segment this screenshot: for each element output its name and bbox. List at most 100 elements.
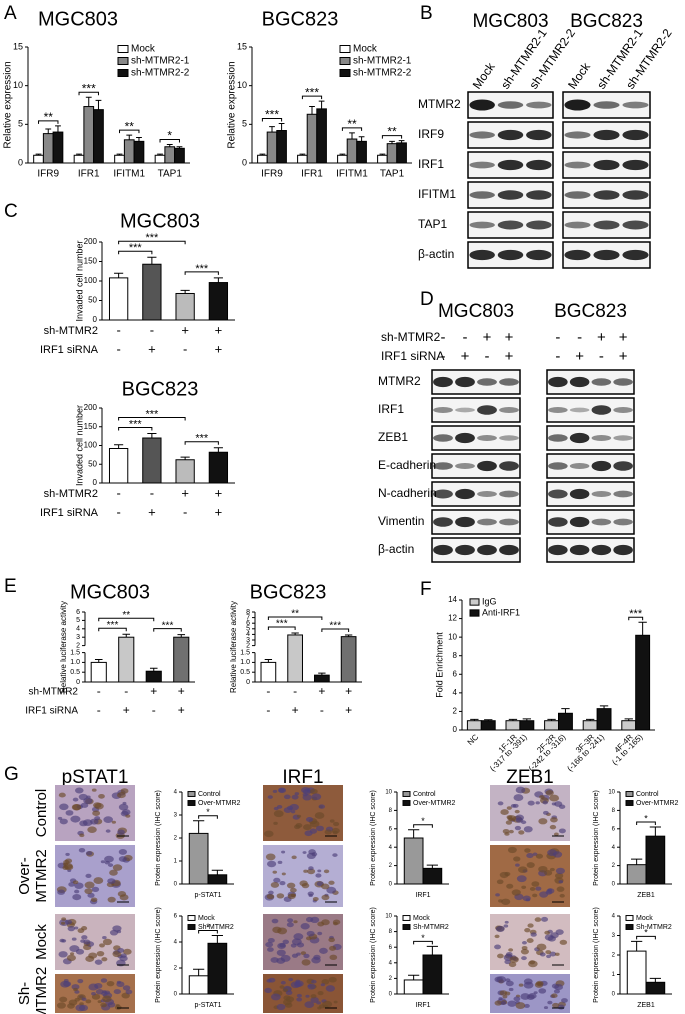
- ihc-nucleus: [290, 810, 296, 814]
- ihc-nucleus: [117, 891, 127, 897]
- bar: [173, 636, 190, 683]
- ihc-nucleus: [66, 954, 76, 962]
- ihc-nucleus: [65, 919, 73, 925]
- error-bar: [180, 456, 190, 460]
- ihc-nucleus: [502, 828, 510, 834]
- blot-band: [564, 249, 591, 261]
- significance-bracket: [118, 427, 153, 431]
- y-tick-label: 0: [453, 725, 458, 734]
- legend-label: Over-MTMR2: [413, 800, 455, 807]
- x-tick-label: IRF1: [415, 1002, 430, 1009]
- bar: [154, 154, 166, 164]
- ihc-nucleus: [549, 867, 555, 872]
- condition-sign: -: [555, 329, 560, 346]
- legend-swatch: [625, 791, 634, 797]
- y-tick-label: 5: [242, 119, 247, 129]
- blot-band: [499, 544, 519, 556]
- x-tick-label: TAP1: [158, 169, 183, 180]
- condition-sign: +: [148, 341, 156, 356]
- error-bar: [631, 858, 643, 865]
- ihc-nucleus: [93, 877, 104, 884]
- y-tick-label: 0: [93, 315, 98, 324]
- y-tick-label: 50: [88, 296, 97, 305]
- bar: [645, 835, 666, 885]
- ihc-nucleus: [301, 882, 310, 889]
- y-tick-label: 0: [389, 992, 393, 998]
- ihc-nucleus: [276, 804, 283, 809]
- ihc-nucleus: [544, 870, 553, 876]
- ihc-nucleus: [529, 960, 536, 965]
- ihc-nucleus: [304, 830, 313, 837]
- bar: [207, 874, 228, 885]
- error-bar: [398, 140, 405, 143]
- ihc-nucleus: [538, 818, 548, 825]
- bar: [207, 942, 228, 995]
- blot-frame: [431, 397, 521, 423]
- ihc-nucleus: [85, 873, 92, 878]
- error-bar: [176, 146, 183, 149]
- error-bar: [114, 272, 124, 278]
- condition-sign: -: [183, 504, 187, 519]
- ihc-nucleus: [276, 949, 286, 956]
- blot-band: [613, 544, 633, 556]
- y-tick-label: 4: [453, 688, 458, 697]
- y-tick-label: 4: [76, 626, 80, 633]
- ihc-nucleus: [61, 917, 67, 921]
- ihc-nucleus: [88, 952, 98, 959]
- ihc-image: [263, 845, 343, 907]
- significance-bracket: [267, 626, 296, 630]
- significance-label: **: [291, 609, 299, 620]
- ihc-nucleus: [549, 824, 557, 830]
- legend-label: sh-MTMR2-1: [353, 56, 412, 67]
- ihc-nucleus: [516, 875, 527, 883]
- y-tick-label: 2: [453, 707, 458, 716]
- y-tick-label: 4: [389, 845, 393, 851]
- blot-band: [569, 488, 590, 500]
- x-tick-label: IFITM1: [113, 169, 145, 180]
- blot-band: [499, 518, 519, 526]
- bar: [314, 674, 330, 683]
- legend-swatch: [187, 800, 196, 806]
- error-bar: [547, 718, 556, 721]
- bar: [164, 146, 176, 164]
- x-tick-label: p-STAT1: [195, 892, 222, 899]
- y-tick-label: 0: [76, 679, 80, 686]
- ihc-nucleus: [285, 996, 295, 1003]
- ihc-nucleus: [102, 938, 113, 946]
- ihc-nucleus: [117, 948, 125, 953]
- x-tick-label: IRF1: [415, 892, 430, 899]
- ihc-nucleus: [273, 810, 284, 818]
- ihc-nucleus: [559, 939, 568, 945]
- ihc-nucleus: [88, 983, 99, 991]
- y-tick-label: 10: [448, 632, 457, 641]
- blot-band: [499, 378, 519, 386]
- ihc-nucleus: [301, 959, 311, 966]
- error-bar: [585, 718, 595, 721]
- ihc-nucleus: [70, 815, 81, 823]
- blot-band: [548, 406, 568, 414]
- blot-band: [455, 488, 475, 500]
- blot-row-label: IRF1: [378, 402, 404, 416]
- ihc-nucleus: [103, 816, 113, 823]
- ihc-nucleus: [542, 810, 549, 815]
- y-tick-label: 150: [84, 257, 98, 266]
- y-tick-label: 6: [389, 826, 393, 832]
- blot-band: [469, 99, 495, 111]
- legend-label: sh-MTMR2-1: [131, 56, 190, 67]
- blot-row-label: IFITM1: [418, 187, 456, 201]
- y-tick-label: 50: [88, 459, 97, 468]
- ihc-nucleus: [109, 869, 118, 876]
- ihc-nucleus: [71, 937, 77, 941]
- ihc-nucleus: [77, 928, 85, 934]
- ihc-nucleus: [83, 939, 91, 945]
- ihc-row-label: MTMR2: [33, 849, 50, 902]
- ihc-nucleus: [539, 952, 546, 957]
- ihc-nucleus: [329, 954, 338, 961]
- bar: [544, 720, 560, 731]
- marker-title: pSTAT1: [62, 767, 129, 788]
- condition-sign: -: [124, 684, 128, 698]
- significance-bracket: [118, 417, 186, 421]
- marker-title: IRF1: [282, 767, 323, 788]
- y-tick-label: 2: [246, 642, 250, 649]
- ihc-nucleus: [94, 802, 104, 810]
